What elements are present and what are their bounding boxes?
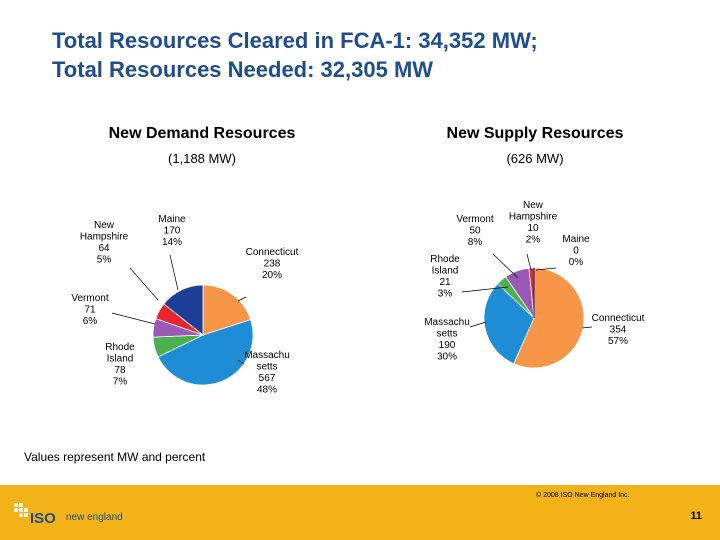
leader-line-rhode-island — [461, 286, 509, 293]
leader-line-new-hampshire — [526, 253, 532, 271]
slice-label-rhode-island: Rhode Island 21 3% — [430, 254, 460, 300]
demand-chart-subtitle: (1,188 MW) — [168, 151, 236, 166]
demand-pie: Connecticut 238 20% Massachu setts 567 48% Rhod… — [71, 214, 298, 396]
logo-new-england-text: new england — [66, 512, 123, 523]
slice-label-new-hampshire: New Hampshire 64 5% — [80, 220, 129, 266]
leader-line-vermont — [492, 253, 519, 279]
pie-slice-massachusetts — [157, 319, 254, 386]
iso-new-england-logo: ISO new england — [14, 503, 123, 527]
leader-line-new-hampshire — [129, 267, 159, 301]
demand-chart-title: New Demand Resources — [108, 125, 296, 142]
leader-line-maine — [169, 254, 179, 291]
supply-chart-subtitle: (626 MW) — [506, 151, 564, 166]
title-line-1: Total Resources Cleared in FCA-1: 34,352… — [52, 28, 538, 53]
pie-slice-connecticut — [202, 284, 252, 336]
leader-line-maine — [535, 267, 557, 271]
slice-label-maine: Maine 170 14% — [158, 214, 186, 248]
slice-label-massachusetts: Massachu setts 567 48% — [244, 350, 290, 396]
slice-label-connecticut: Connecticut 238 20% — [246, 247, 299, 281]
footer-bar: ISO new england © 2008 ISO New England I… — [0, 485, 720, 540]
slice-label-connecticut: Connecticut 354 57% — [592, 313, 645, 347]
slice-label-massachusetts: Massachu setts 190 30% — [424, 317, 470, 363]
pie-slice-massachusetts — [483, 283, 535, 365]
leader-line-connecticut — [581, 326, 593, 329]
slide-title: Total Resources Cleared in FCA-1: 34,352… — [52, 26, 538, 84]
logo-iso-text: ISO — [30, 510, 56, 527]
slice-label-rhode-island: Rhode Island 78 7% — [105, 342, 135, 388]
pie-slice-connecticut — [513, 267, 585, 369]
pie-charts: Connecticut 238 20% Massachu setts 567 48% Rhod… — [71, 200, 645, 396]
leader-line-connecticut — [237, 296, 247, 302]
pie-slice-maine — [163, 284, 204, 336]
title-line-2: Total Resources Needed: 32,305 MW — [52, 57, 434, 82]
copyright: © 2008 ISO New England Inc. — [536, 492, 630, 499]
slice-label-maine: Maine 0 0% — [562, 234, 590, 268]
slice-label-new-hampshire: New Hampshire 10 2% — [509, 200, 558, 246]
page-number: 11 — [690, 510, 702, 522]
slice-label-vermont: Vermont 50 8% — [456, 214, 493, 248]
slice-label-vermont: Vermont 71 6% — [71, 293, 108, 327]
values-note: Values represent MW and percent — [24, 450, 206, 464]
leader-line-massachusetts — [237, 359, 245, 365]
leader-line-massachusetts — [469, 321, 487, 328]
supply-chart-title: New Supply Resources — [446, 125, 624, 142]
supply-pie: Connecticut 354 57% Massachu setts 190 30% Rhod… — [424, 200, 645, 369]
leader-line-vermont — [111, 312, 156, 325]
